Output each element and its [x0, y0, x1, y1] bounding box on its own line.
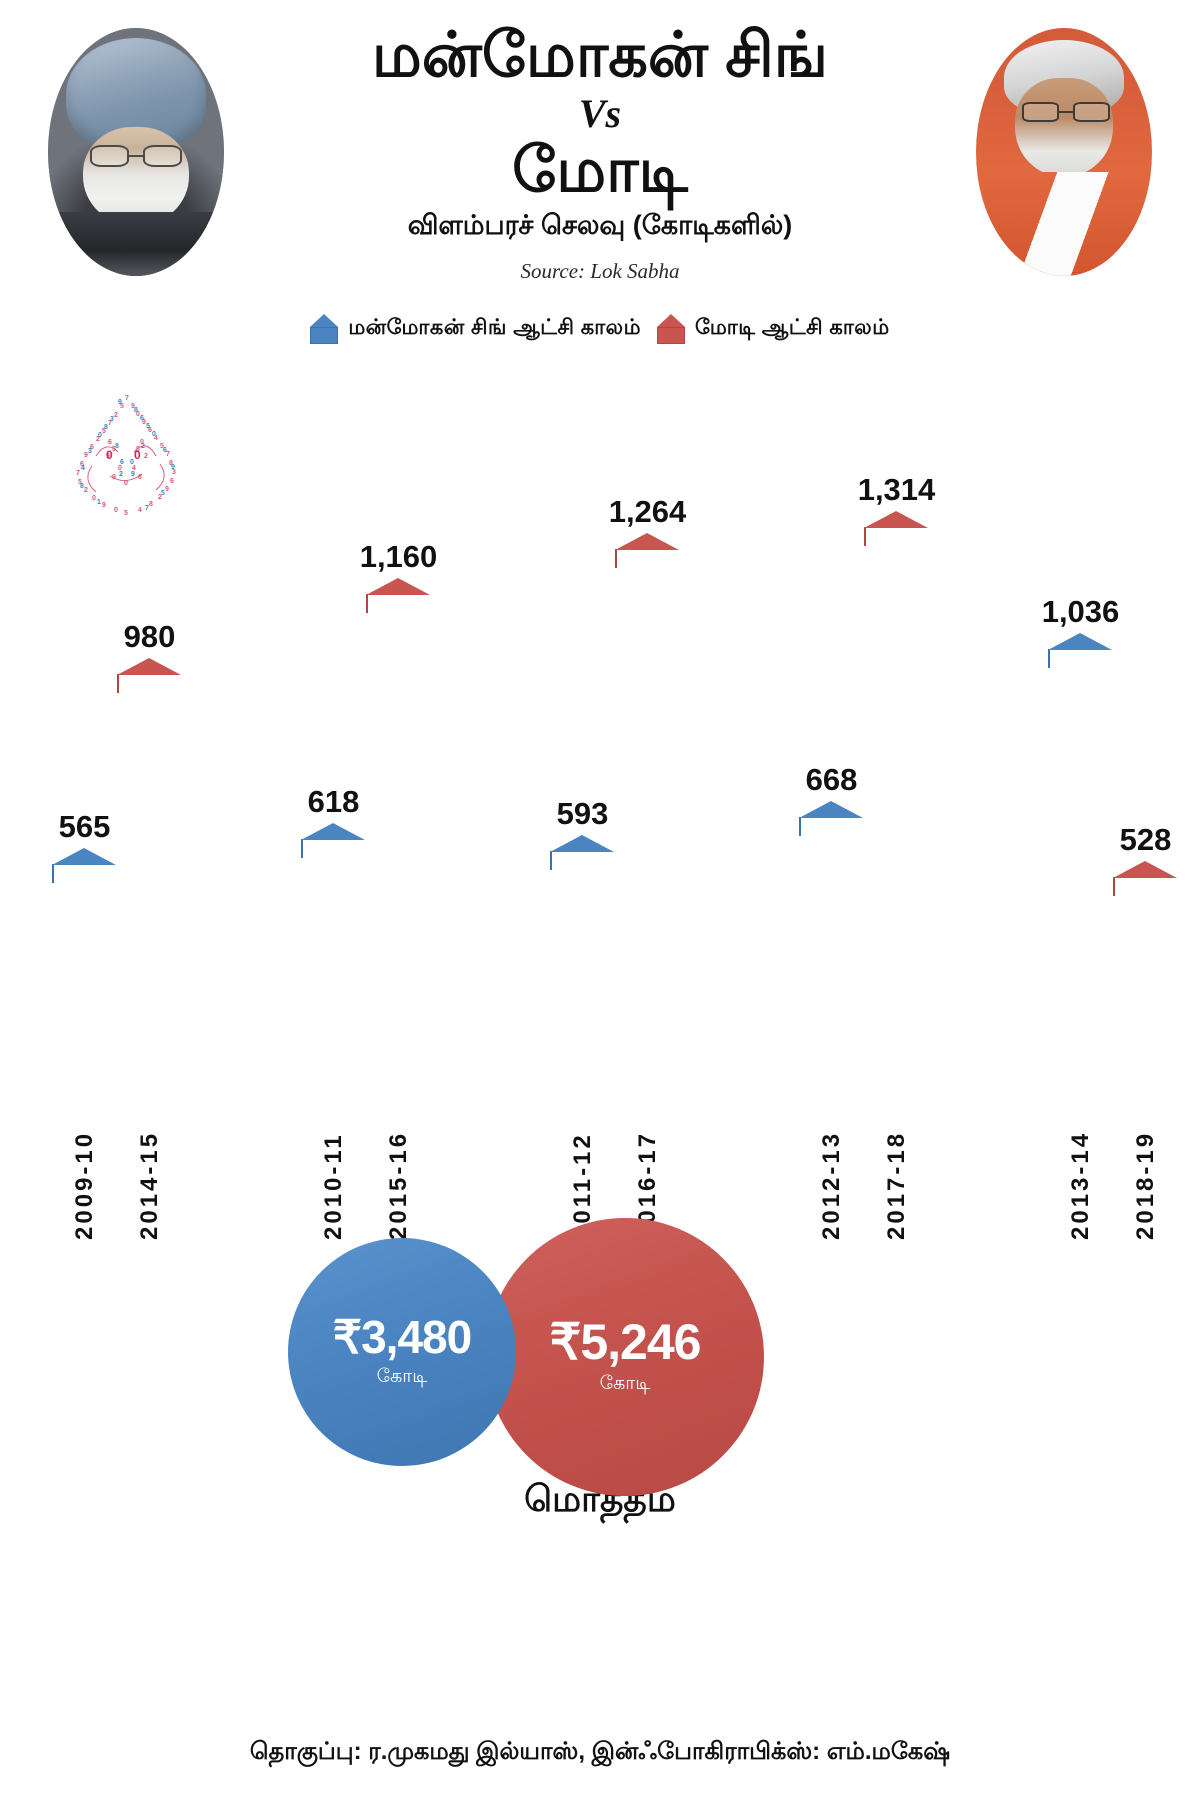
bar-manmohan[interactable]: [52, 848, 117, 1110]
bar-slot: 1,160: [360, 380, 437, 1110]
bar-value-label: 1,160: [359, 539, 438, 574]
bar-value-label: 565: [58, 809, 111, 844]
totals-venn: ₹5,246 கோடி ₹3,480 கோடி: [0, 1218, 1200, 1496]
bar-slot: 1,264: [609, 380, 686, 1110]
total-amount-modi: ₹5,246: [549, 1314, 702, 1370]
bar-slot: 618: [301, 380, 366, 1110]
bar-slot: 1,314: [858, 380, 935, 1110]
bar-value-label: 618: [307, 784, 360, 819]
bar-group: 565 980: [52, 380, 182, 1110]
legend-swatch-red-icon: [657, 314, 685, 344]
bar-value-label: 668: [805, 762, 858, 797]
eyeglasses-icon: [1021, 102, 1110, 123]
page-title-line2: மோடி: [512, 136, 688, 206]
bar-modi[interactable]: [1113, 861, 1178, 1110]
legend-label-modi: மோடி ஆட்சி காலம்: [695, 316, 890, 339]
total-amount-manmohan: ₹3,480: [332, 1311, 472, 1363]
page-title-line1: மன்மோகன் சிங்: [371, 21, 829, 90]
total-unit-manmohan: கோடி: [376, 1366, 428, 1387]
manmohan-singh-portrait: [48, 28, 224, 276]
credits-line: தொகுப்பு: ர.முகமது இல்யாஸ், இன்ஃபோகிராபி…: [249, 1738, 951, 1765]
bar-groups: 565 980 618 1,160: [52, 380, 1178, 1110]
bar-manmohan[interactable]: [550, 835, 615, 1110]
chart-legend: மன்மோகன் சிங் ஆட்சி காலம் மோடி ஆட்சி கால…: [0, 314, 1200, 344]
bar-modi[interactable]: [366, 578, 431, 1110]
bar-slot: 668: [799, 380, 864, 1110]
source-note: Source: Lok Sabha: [520, 259, 680, 284]
narendra-modi-portrait: [976, 28, 1152, 276]
bar-manmohan[interactable]: [301, 823, 366, 1110]
bar-slot: 1,036: [1042, 380, 1119, 1110]
header: மன்மோகன் சிங் Vs மோடி விளம்பரச் செலவு (க…: [0, 0, 1200, 330]
bar-slot: 593: [550, 380, 615, 1110]
bar-manmohan[interactable]: [1048, 633, 1113, 1110]
total-circle-manmohan[interactable]: ₹3,480 கோடி: [288, 1238, 516, 1466]
title-block: மன்மோகன் சிங் Vs மோடி விளம்பரச் செலவு (க…: [240, 24, 960, 284]
bar-group: 593 1,264: [550, 380, 686, 1110]
bar-value-label: 980: [123, 619, 176, 654]
bar-slot: 565: [52, 380, 117, 1110]
bar-value-label: 1,036: [1041, 594, 1120, 629]
bar-group: 668 1,314: [799, 380, 935, 1110]
total-circle-modi[interactable]: ₹5,246 கோடி: [486, 1218, 764, 1496]
bar-group: 1,036 528: [1042, 380, 1178, 1110]
bar-modi[interactable]: [615, 533, 680, 1110]
bar-value-label: 528: [1119, 822, 1172, 857]
bar-manmohan[interactable]: [799, 801, 864, 1110]
legend-swatch-blue-icon: [310, 314, 339, 344]
eyeglasses-icon: [90, 144, 182, 167]
bar-value-label: 593: [556, 796, 609, 831]
bar-slot: 980: [117, 380, 182, 1110]
bar-group: 618 1,160: [301, 380, 437, 1110]
page-subtitle: விளம்பரச் செலவு (கோடிகளில்): [407, 210, 793, 241]
legend-item-modi[interactable]: மோடி ஆட்சி காலம்: [657, 314, 890, 344]
bar-value-label: 1,264: [608, 494, 687, 529]
bar-modi[interactable]: [117, 658, 182, 1110]
versus-label: Vs: [578, 91, 622, 137]
legend-label-manmohan: மன்மோகன் சிங் ஆட்சி காலம்: [348, 316, 641, 339]
legend-item-manmohan[interactable]: மன்மோகன் சிங் ஆட்சி காலம்: [310, 314, 641, 344]
bar-value-label: 1,314: [857, 472, 936, 507]
total-unit-modi: கோடி: [599, 1373, 651, 1394]
bar-slot: 528: [1113, 380, 1178, 1110]
bar-modi[interactable]: [864, 511, 929, 1110]
